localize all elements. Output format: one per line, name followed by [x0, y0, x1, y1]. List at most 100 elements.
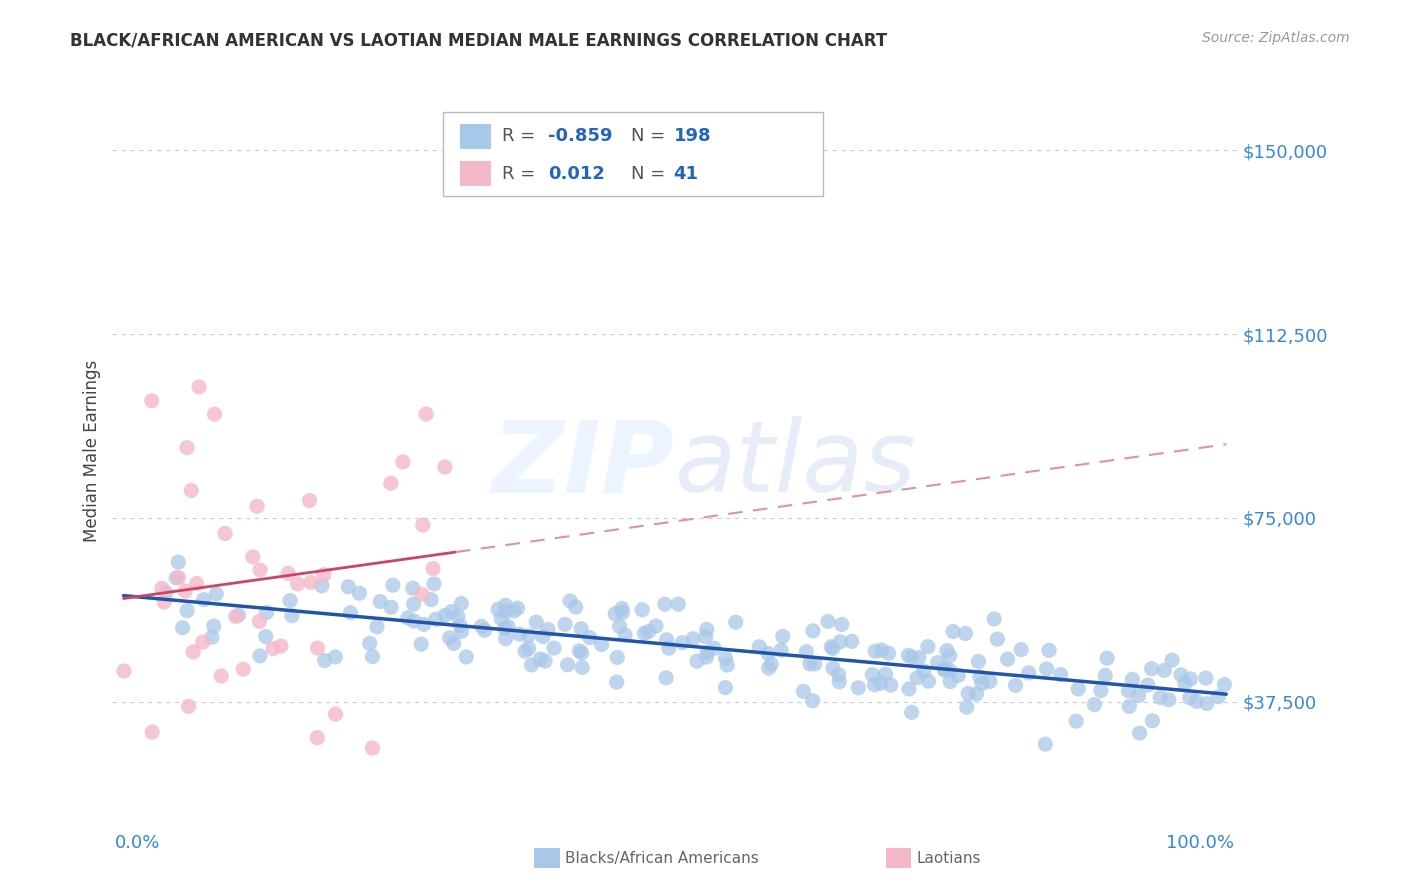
Point [281, 608, 304, 623]
Point [969, 670, 991, 684]
Point [1195, 671, 1218, 685]
Point [359, 636, 381, 650]
Point [1208, 690, 1230, 704]
Point [422, 561, 444, 575]
Point [578, 631, 600, 645]
Point [637, 624, 659, 639]
Point [1038, 643, 1060, 657]
Point [831, 617, 853, 632]
Point [225, 609, 247, 624]
Point [821, 661, 844, 675]
Point [503, 604, 526, 618]
Point [654, 597, 676, 611]
Point [415, 407, 437, 421]
Point [153, 595, 176, 609]
Point [631, 603, 654, 617]
Point [495, 599, 517, 613]
Point [307, 641, 329, 656]
Point [366, 620, 388, 634]
Point [846, 681, 869, 695]
Point [489, 612, 512, 626]
Point [1149, 690, 1171, 705]
Point [396, 611, 419, 625]
Point [361, 741, 384, 756]
Point [242, 549, 264, 564]
Point [486, 602, 509, 616]
Point [339, 606, 361, 620]
Point [633, 626, 655, 640]
Point [609, 619, 631, 633]
Point [517, 628, 540, 642]
Text: ZIP: ZIP [492, 417, 675, 514]
Point [423, 576, 446, 591]
Point [1121, 673, 1143, 687]
Point [228, 608, 250, 623]
Point [287, 577, 309, 591]
Point [1153, 663, 1175, 677]
Point [1004, 678, 1026, 692]
Point [531, 630, 554, 644]
Text: 0.0%: 0.0% [115, 834, 160, 852]
Text: N =: N = [631, 165, 671, 183]
Point [425, 612, 447, 626]
Text: 198: 198 [673, 128, 711, 145]
Point [380, 600, 402, 615]
Point [249, 648, 271, 663]
Y-axis label: Median Male Earnings: Median Male Earnings [83, 359, 101, 541]
Point [716, 658, 738, 673]
Point [703, 641, 725, 656]
Point [112, 664, 135, 678]
Point [880, 678, 903, 692]
Point [1035, 662, 1057, 676]
Point [193, 592, 215, 607]
Point [827, 667, 849, 681]
Point [558, 594, 581, 608]
Point [932, 662, 955, 676]
Point [176, 604, 198, 618]
Text: 100.0%: 100.0% [1167, 834, 1234, 852]
Point [554, 617, 576, 632]
Point [368, 594, 391, 608]
Point [696, 623, 718, 637]
Point [801, 624, 824, 638]
Point [1185, 694, 1208, 708]
Point [361, 649, 384, 664]
Point [180, 483, 202, 498]
Point [529, 652, 551, 666]
Point [474, 624, 496, 638]
Point [337, 580, 360, 594]
Point [456, 649, 478, 664]
Point [655, 632, 678, 647]
Point [141, 725, 163, 739]
Point [1174, 676, 1197, 690]
Point [270, 639, 292, 653]
Point [655, 671, 678, 685]
Point [979, 674, 1001, 689]
Point [470, 619, 492, 633]
Point [155, 585, 177, 599]
Point [181, 645, 204, 659]
Point [869, 676, 891, 690]
Point [325, 650, 347, 665]
Point [686, 654, 709, 668]
Point [191, 635, 214, 649]
Point [205, 587, 228, 601]
Point [443, 636, 465, 650]
Point [997, 652, 1019, 666]
Point [1118, 699, 1140, 714]
Point [828, 674, 851, 689]
Point [496, 620, 519, 634]
Point [830, 634, 852, 648]
Point [938, 648, 960, 663]
Point [1140, 662, 1163, 676]
Point [172, 621, 194, 635]
Point [860, 667, 883, 681]
Point [565, 600, 588, 615]
Point [402, 581, 425, 595]
Point [1161, 653, 1184, 667]
Point [695, 650, 717, 665]
Point [772, 629, 794, 643]
Point [557, 657, 579, 672]
Point [799, 657, 821, 671]
Point [177, 699, 200, 714]
